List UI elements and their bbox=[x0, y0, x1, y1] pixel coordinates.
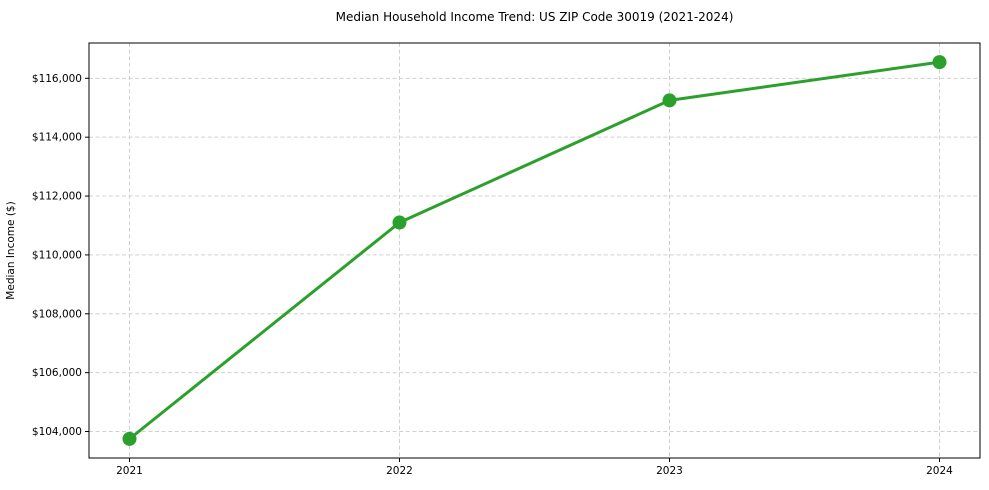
data-point-2022 bbox=[392, 215, 407, 230]
x-tick-label: 2023 bbox=[656, 465, 683, 477]
y-tick-label: $108,000 bbox=[32, 308, 82, 320]
chart-title: Median Household Income Trend: US ZIP Co… bbox=[335, 10, 734, 24]
y-tick-label: $104,000 bbox=[32, 426, 82, 438]
y-axis-label: Median Income ($) bbox=[5, 201, 17, 299]
x-tick-label: 2024 bbox=[926, 465, 953, 477]
trend-line bbox=[128, 60, 941, 441]
data-point-2023 bbox=[662, 93, 677, 108]
data-point-2021 bbox=[122, 431, 137, 446]
axes-border bbox=[88, 42, 981, 459]
y-tick-label: $112,000 bbox=[32, 191, 82, 203]
y-tick-label: $114,000 bbox=[32, 132, 82, 144]
x-tick-label: 2022 bbox=[386, 465, 413, 477]
x-tick-label: 2021 bbox=[116, 465, 143, 477]
y-tick-label: $110,000 bbox=[32, 249, 82, 261]
y-tick-label: $106,000 bbox=[32, 367, 82, 379]
y-tick-label: $116,000 bbox=[32, 73, 82, 85]
data-point-2024 bbox=[932, 55, 947, 70]
